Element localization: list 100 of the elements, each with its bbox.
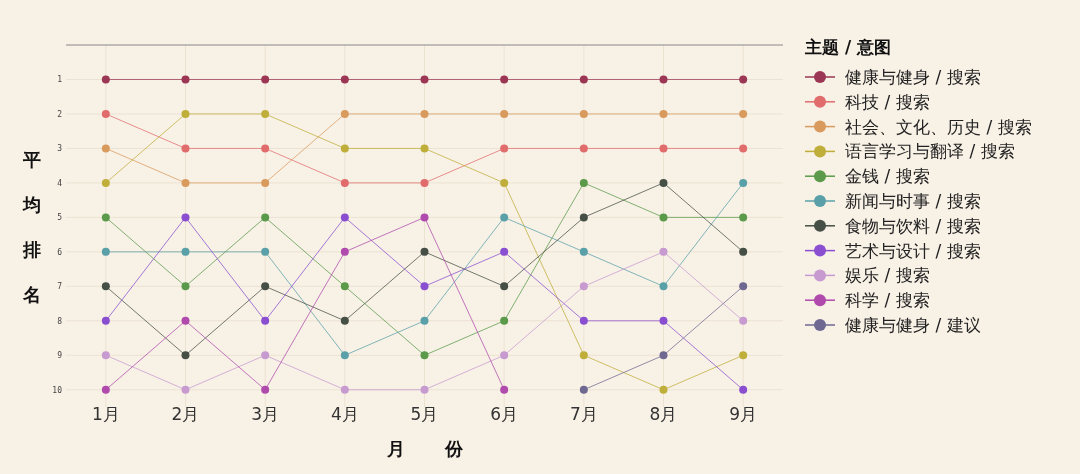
point bbox=[181, 282, 190, 291]
y-tick-label: 4 bbox=[57, 178, 63, 188]
point bbox=[659, 178, 668, 187]
y-tick-label: 8 bbox=[57, 316, 63, 326]
x-tick-label: 8月 bbox=[649, 404, 678, 424]
y-tick-label: 6 bbox=[57, 247, 63, 257]
y-tick-label: 5 bbox=[57, 213, 63, 223]
point bbox=[340, 213, 349, 222]
point bbox=[101, 385, 110, 394]
point bbox=[261, 385, 270, 394]
legend-label: 社会、文化、历史 / 搜索 bbox=[845, 116, 1032, 137]
legend-label: 健康与健身 / 建议 bbox=[845, 315, 981, 335]
legend-label: 新闻与时事 / 搜索 bbox=[845, 191, 981, 211]
point bbox=[420, 178, 429, 187]
point bbox=[181, 385, 190, 394]
x-tick-label: 9月 bbox=[729, 404, 758, 424]
point bbox=[659, 316, 668, 325]
point bbox=[659, 109, 668, 118]
y-tick-label: 1 bbox=[57, 75, 63, 85]
legend-label: 语言学习与翻译 / 搜索 bbox=[845, 141, 1015, 162]
point bbox=[181, 75, 190, 84]
point bbox=[261, 316, 270, 325]
point bbox=[340, 178, 349, 187]
point bbox=[500, 351, 509, 360]
point bbox=[261, 178, 270, 187]
point bbox=[500, 213, 509, 222]
point bbox=[420, 316, 429, 325]
point bbox=[101, 213, 110, 222]
x-axis-title: 月份 bbox=[385, 438, 503, 459]
point bbox=[340, 282, 349, 291]
point bbox=[659, 247, 668, 256]
point bbox=[579, 144, 588, 153]
point bbox=[739, 351, 748, 360]
point bbox=[500, 247, 509, 256]
point bbox=[101, 75, 110, 84]
point bbox=[261, 351, 270, 360]
legend-label: 金钱 / 搜索 bbox=[845, 166, 930, 187]
x-tick-label: 7月 bbox=[569, 404, 598, 424]
point bbox=[420, 351, 429, 360]
legend-title: 主题 / 意图 bbox=[804, 37, 892, 57]
point bbox=[101, 351, 110, 360]
y-tick-label: 9 bbox=[57, 351, 63, 361]
point bbox=[261, 282, 270, 291]
point bbox=[500, 282, 509, 291]
point bbox=[261, 213, 270, 222]
x-tick-label: 4月 bbox=[330, 404, 359, 424]
point bbox=[181, 316, 190, 325]
point bbox=[659, 213, 668, 222]
point bbox=[739, 75, 748, 84]
point bbox=[739, 385, 748, 394]
point bbox=[500, 144, 509, 153]
point bbox=[181, 109, 190, 118]
point bbox=[579, 282, 588, 291]
point bbox=[101, 109, 110, 118]
point bbox=[579, 75, 588, 84]
y-tick-label: 3 bbox=[57, 144, 63, 154]
point bbox=[181, 247, 190, 256]
point bbox=[340, 75, 349, 84]
point bbox=[261, 75, 270, 84]
point bbox=[500, 385, 509, 394]
point bbox=[181, 351, 190, 360]
text: 平均排名 bbox=[23, 149, 41, 305]
point bbox=[340, 385, 349, 394]
point bbox=[579, 351, 588, 360]
point bbox=[579, 385, 588, 394]
point bbox=[659, 75, 668, 84]
point bbox=[659, 385, 668, 394]
point bbox=[500, 178, 509, 187]
point bbox=[101, 178, 110, 187]
point bbox=[101, 144, 110, 153]
point bbox=[579, 109, 588, 118]
point bbox=[420, 213, 429, 222]
point bbox=[101, 282, 110, 291]
point bbox=[579, 213, 588, 222]
point bbox=[579, 247, 588, 256]
point bbox=[420, 75, 429, 84]
point bbox=[181, 178, 190, 187]
point bbox=[739, 316, 748, 325]
x-tick-label: 1月 bbox=[91, 404, 120, 424]
point bbox=[659, 144, 668, 153]
point bbox=[101, 316, 110, 325]
y-tick-label: 10 bbox=[52, 385, 63, 395]
point bbox=[181, 144, 190, 153]
x-tick-label: 2月 bbox=[171, 404, 200, 424]
y-tick-label: 2 bbox=[57, 109, 63, 119]
point bbox=[261, 144, 270, 153]
point bbox=[500, 316, 509, 325]
point bbox=[261, 247, 270, 256]
point bbox=[340, 144, 349, 153]
legend-label: 艺术与设计 / 搜索 bbox=[845, 240, 981, 261]
legend-label: 食物与饮料 / 搜索 bbox=[845, 215, 981, 236]
point bbox=[500, 75, 509, 84]
legend-label: 科学 / 搜索 bbox=[845, 290, 930, 311]
point bbox=[340, 351, 349, 360]
x-tick-label: 6月 bbox=[490, 404, 519, 424]
point bbox=[340, 316, 349, 325]
point bbox=[181, 213, 190, 222]
x-tick-label: 5月 bbox=[410, 404, 439, 424]
x-tick-label: 3月 bbox=[251, 404, 280, 424]
point bbox=[739, 213, 748, 222]
